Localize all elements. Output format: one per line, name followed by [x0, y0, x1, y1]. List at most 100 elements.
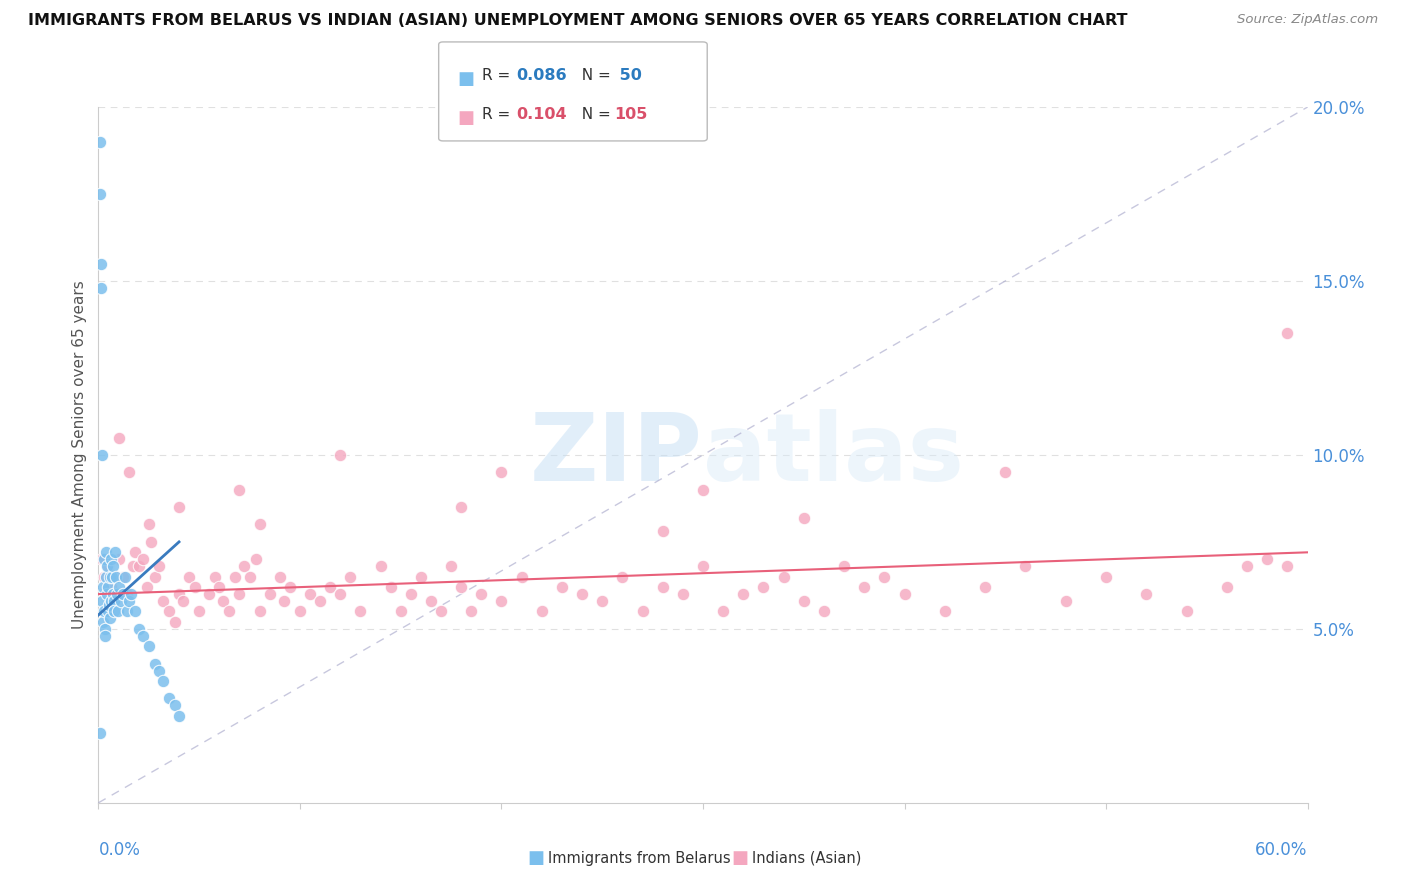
Immigrants from Belarus	[128, 622, 150, 636]
Immigrants from Belarus	[89, 135, 111, 149]
Indians (Asian)	[853, 580, 876, 594]
Immigrants from Belarus	[100, 594, 122, 608]
Text: Immigrants from Belarus: Immigrants from Belarus	[548, 851, 731, 865]
Indians (Asian)	[1277, 326, 1299, 340]
Indians (Asian)	[470, 587, 492, 601]
Immigrants from Belarus	[152, 674, 174, 689]
Text: 105: 105	[614, 107, 648, 122]
Indians (Asian)	[651, 524, 673, 539]
Indians (Asian)	[259, 587, 281, 601]
Indians (Asian)	[249, 517, 271, 532]
Immigrants from Belarus	[100, 552, 122, 566]
Indians (Asian)	[212, 594, 235, 608]
Immigrants from Belarus	[114, 570, 136, 584]
Indians (Asian)	[239, 570, 262, 584]
Indians (Asian)	[224, 570, 246, 584]
Indians (Asian)	[651, 580, 673, 594]
Indians (Asian)	[974, 580, 997, 594]
Indians (Asian)	[530, 605, 553, 619]
Indians (Asian)	[733, 587, 755, 601]
Indians (Asian)	[591, 594, 613, 608]
Indians (Asian)	[612, 570, 634, 584]
Immigrants from Belarus	[103, 545, 125, 559]
Text: ZIP: ZIP	[530, 409, 703, 501]
Indians (Asian)	[152, 594, 174, 608]
Indians (Asian)	[1135, 587, 1157, 601]
Indians (Asian)	[329, 587, 352, 601]
Immigrants from Belarus	[98, 570, 121, 584]
Immigrants from Belarus	[90, 281, 112, 295]
Indians (Asian)	[430, 605, 453, 619]
Indians (Asian)	[93, 570, 115, 584]
Immigrants from Belarus	[96, 559, 118, 574]
Indians (Asian)	[249, 605, 271, 619]
Immigrants from Belarus	[105, 587, 128, 601]
Indians (Asian)	[551, 580, 574, 594]
Indians (Asian)	[115, 587, 138, 601]
Indians (Asian)	[793, 510, 815, 524]
Indians (Asian)	[118, 466, 141, 480]
Text: atlas: atlas	[703, 409, 965, 501]
Indians (Asian)	[752, 580, 775, 594]
Indians (Asian)	[994, 466, 1017, 480]
Text: Source: ZipAtlas.com: Source: ZipAtlas.com	[1237, 13, 1378, 27]
Indians (Asian)	[124, 545, 146, 559]
Indians (Asian)	[138, 517, 160, 532]
Indians (Asian)	[772, 570, 794, 584]
Text: R =: R =	[482, 107, 516, 122]
Text: IMMIGRANTS FROM BELARUS VS INDIAN (ASIAN) UNEMPLOYMENT AMONG SENIORS OVER 65 YEA: IMMIGRANTS FROM BELARUS VS INDIAN (ASIAN…	[28, 13, 1128, 29]
Indians (Asian)	[450, 500, 472, 514]
Indians (Asian)	[329, 448, 352, 462]
Indians (Asian)	[349, 605, 371, 619]
Indians (Asian)	[1175, 605, 1198, 619]
Indians (Asian)	[1277, 559, 1299, 574]
Immigrants from Belarus	[91, 594, 114, 608]
Immigrants from Belarus	[94, 545, 117, 559]
Y-axis label: Unemployment Among Seniors over 65 years: Unemployment Among Seniors over 65 years	[72, 281, 87, 629]
Indians (Asian)	[135, 580, 157, 594]
Indians (Asian)	[440, 559, 463, 574]
Text: 0.086: 0.086	[516, 68, 567, 83]
Indians (Asian)	[873, 570, 896, 584]
Indians (Asian)	[491, 466, 513, 480]
Immigrants from Belarus	[91, 615, 114, 629]
Indians (Asian)	[672, 587, 695, 601]
Indians (Asian)	[711, 605, 734, 619]
Indians (Asian)	[148, 559, 170, 574]
Indians (Asian)	[111, 570, 134, 584]
Text: ■: ■	[457, 70, 474, 87]
Immigrants from Belarus	[89, 726, 111, 740]
Immigrants from Belarus	[101, 559, 124, 574]
Indians (Asian)	[1014, 559, 1036, 574]
Immigrants from Belarus	[96, 587, 118, 601]
Indians (Asian)	[399, 587, 422, 601]
Indians (Asian)	[198, 587, 221, 601]
Immigrants from Belarus	[97, 580, 120, 594]
Indians (Asian)	[103, 594, 125, 608]
Indians (Asian)	[163, 615, 186, 629]
Indians (Asian)	[299, 587, 322, 601]
Indians (Asian)	[157, 605, 180, 619]
Indians (Asian)	[934, 605, 956, 619]
Indians (Asian)	[179, 570, 201, 584]
Immigrants from Belarus	[120, 587, 142, 601]
Immigrants from Belarus	[97, 598, 120, 612]
Indians (Asian)	[339, 570, 361, 584]
Immigrants from Belarus	[148, 664, 170, 678]
Indians (Asian)	[204, 570, 226, 584]
Indians (Asian)	[188, 605, 211, 619]
Indians (Asian)	[380, 580, 402, 594]
Immigrants from Belarus	[167, 708, 190, 723]
Indians (Asian)	[100, 580, 122, 594]
Immigrants from Belarus	[104, 570, 127, 584]
Indians (Asian)	[793, 594, 815, 608]
Immigrants from Belarus	[124, 605, 146, 619]
Immigrants from Belarus	[111, 587, 134, 601]
Text: 50: 50	[614, 68, 643, 83]
Indians (Asian)	[184, 580, 207, 594]
Indians (Asian)	[420, 594, 443, 608]
Indians (Asian)	[692, 483, 714, 497]
Indians (Asian)	[1256, 552, 1278, 566]
Text: 0.0%: 0.0%	[98, 841, 141, 859]
Immigrants from Belarus	[100, 570, 122, 584]
